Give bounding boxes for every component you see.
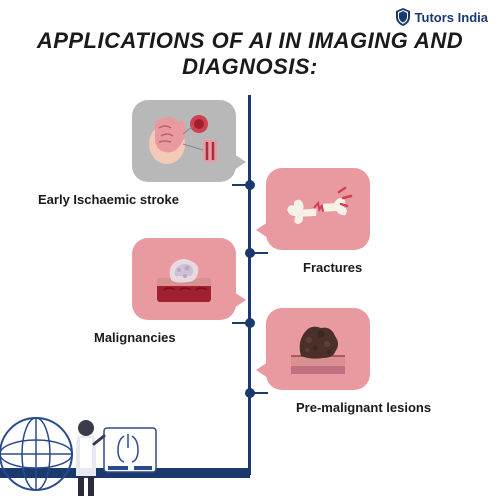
timeline-connector (250, 392, 268, 394)
timeline-axis (248, 95, 251, 475)
lesion-icon (279, 318, 357, 380)
timeline-connector (232, 184, 250, 186)
shield-icon (395, 8, 411, 26)
timeline-connector (250, 252, 268, 254)
bubble-stroke (132, 100, 236, 182)
timeline-connector (232, 322, 250, 324)
page-title: APPLICATIONS OF AI IN IMAGING AND DIAGNO… (0, 28, 500, 81)
label-fractures: Fractures (303, 260, 362, 275)
label-malignancies: Malignancies (94, 330, 176, 345)
brain-icon (145, 110, 223, 172)
bubble-malignancies (132, 238, 236, 320)
bone-icon (279, 178, 357, 240)
brand-logo: Tutors India (395, 8, 488, 26)
bubble-lesions (266, 308, 370, 390)
label-lesions: Pre-malignant lesions (296, 400, 431, 415)
label-stroke: Early Ischaemic stroke (38, 192, 179, 207)
doctor-scene-icon (0, 380, 170, 500)
bubble-fractures (266, 168, 370, 250)
tumor-icon (145, 248, 223, 310)
brand-name: Tutors India (415, 10, 488, 25)
